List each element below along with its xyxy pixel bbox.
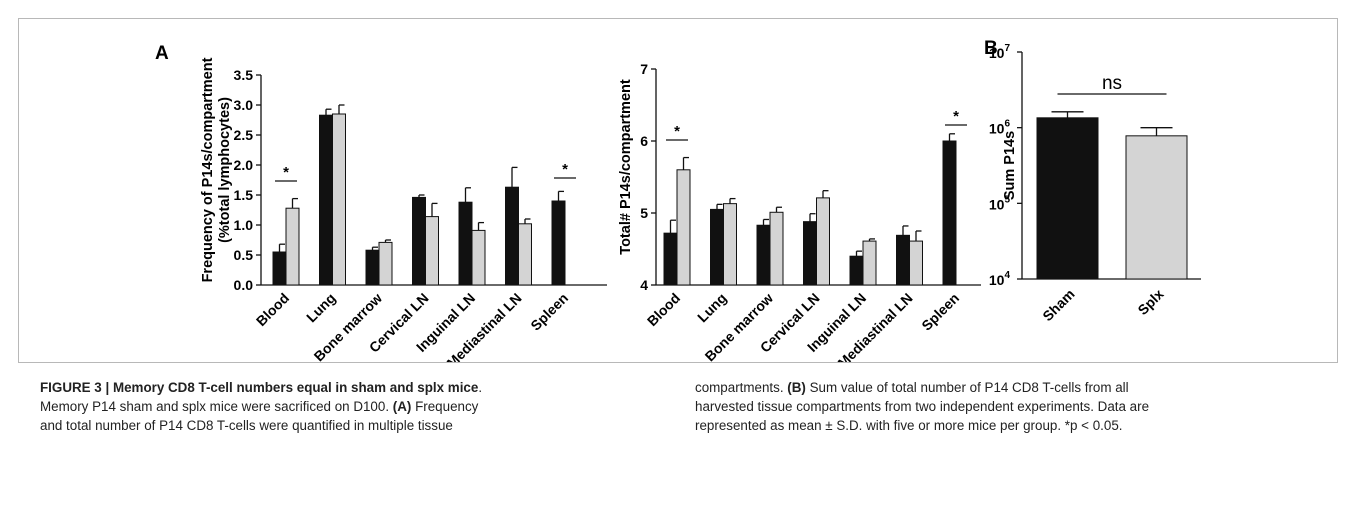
bar-bone-marrow-series-2: [769, 211, 784, 286]
figure-svg: A B 0.0 0.5 1.0 1.5 2.0 2.5 3.0 3.5 Frequency of…: [155, 38, 1201, 371]
tick-exponent: 7: [1004, 43, 1010, 54]
y-tick-label: 5: [640, 205, 648, 221]
tick-base: 10: [989, 121, 1005, 137]
bar-lung-series-2: [332, 113, 346, 286]
y-axis-title: Total# P14s/compartment: [618, 79, 634, 255]
tick-exponent: 4: [1004, 270, 1010, 281]
significance-star: *: [674, 123, 680, 140]
bar-blood-series-2: [285, 207, 300, 286]
caption-text: Sum value of total number of P14 CD8 T-c…: [805, 380, 1129, 395]
caption-panel-ref: (B): [787, 380, 806, 395]
caption-text: compartments.: [695, 380, 788, 395]
bar-blood-series-1: [663, 232, 678, 286]
bar-splx: [1125, 135, 1188, 280]
panel-a-label: A: [155, 43, 169, 64]
bar-blood-series-1: [272, 251, 287, 286]
y-tick-label: 0.0: [234, 277, 254, 293]
caption-right-column: compartments. (B) Sum value of total num…: [695, 378, 1335, 435]
tick-exponent: 6: [1004, 119, 1010, 130]
bar-mediastinal-ln-series-1: [505, 186, 519, 286]
caption-line: Memory P14 sham and splx mice were sacri…: [40, 397, 652, 416]
category-label-splx: Splx: [1134, 286, 1166, 318]
category-label-sham: Sham: [1039, 286, 1077, 324]
bar-bone-marrow-series-2: [378, 241, 393, 286]
category-label-spleen: Spleen: [918, 290, 962, 334]
caption-line: harvested tissue compartments from two i…: [695, 397, 1335, 416]
category-label-lung: Lung: [303, 290, 339, 326]
significance-label: ns: [1102, 73, 1122, 94]
y-tick-label: 7: [640, 61, 648, 77]
y-tick-label: 1.5: [234, 187, 254, 203]
caption-text: and total number of P14 CD8 T-cells were…: [40, 418, 453, 433]
caption-text: harvested tissue compartments from two i…: [695, 399, 1150, 414]
y-tick-label: 105: [989, 194, 1011, 212]
bar-bone-marrow-series-1: [756, 224, 771, 286]
y-tick-label: 3.0: [234, 97, 254, 113]
bar-mediastinal-ln-series-1: [896, 234, 910, 286]
bar-cervical-ln-series-2: [816, 197, 830, 286]
y-tick-label: 3.5: [234, 67, 254, 83]
bar-lung-series-1: [710, 208, 724, 286]
caption-text: Memory P14 sham and splx mice were sacri…: [40, 399, 393, 414]
bar-mediastinal-ln-series-2: [909, 240, 923, 286]
category-label-spleen: Spleen: [527, 290, 571, 334]
caption-text: Frequency: [411, 399, 479, 414]
caption-line: represented as mean ± S.D. with five or …: [695, 416, 1335, 435]
bar-bone-marrow-series-1: [365, 249, 380, 286]
y-tick-label: 2.5: [234, 127, 254, 143]
y-axis-title: Frequency of P14s/compartment: [200, 57, 216, 282]
significance-star: *: [283, 164, 289, 181]
caption-figure-title: FIGURE 3 | Memory CD8 T-cell numbers equ…: [40, 380, 479, 395]
y-tick-label: 104: [989, 270, 1011, 288]
bar-cervical-ln-series-1: [803, 221, 817, 286]
category-label-lung: Lung: [694, 290, 730, 326]
bar-mediastinal-ln-series-2: [518, 223, 532, 286]
bar-spleen-series-1: [942, 140, 957, 286]
y-tick-label: 4: [640, 277, 648, 293]
category-label-blood: Blood: [253, 290, 292, 329]
tick-base: 10: [989, 272, 1005, 288]
bar-inguinal-ln-series-2: [471, 229, 486, 286]
caption-panel-ref: (A): [392, 399, 412, 414]
bar-inguinal-ln-series-2: [862, 240, 877, 286]
bar-inguinal-ln-series-1: [458, 201, 473, 286]
y-tick-label: 1.0: [234, 217, 254, 233]
y-tick-label: 0.5: [234, 247, 254, 263]
caption-text: represented as mean ± S.D. with five or …: [695, 418, 1123, 433]
y-tick-label: 6: [640, 133, 648, 149]
bar-lung-series-2: [723, 203, 737, 286]
figure-frame: A B 0.0 0.5 1.0 1.5 2.0 2.5 3.0 3.5 Frequency of…: [18, 18, 1338, 371]
bar-cervical-ln-series-1: [412, 196, 426, 286]
bar-blood-series-2: [676, 169, 691, 286]
caption-line: compartments. (B) Sum value of total num…: [695, 378, 1335, 397]
frequency-chart: 0.0 0.5 1.0 1.5 2.0 2.5 3.0 3.5 Frequency of P14…: [200, 57, 607, 371]
caption-text: .: [478, 380, 483, 395]
tick-exponent: 5: [1004, 194, 1010, 205]
bar-lung-series-1: [319, 114, 333, 286]
bar-cervical-ln-series-2: [425, 216, 439, 286]
y-axis-title: Sum P14s: [1002, 131, 1018, 200]
y-tick-label: 106: [989, 119, 1011, 137]
category-label-blood: Blood: [644, 290, 683, 329]
tick-base: 10: [989, 45, 1005, 61]
bar-spleen-series-1: [551, 200, 566, 286]
panel-b-label: B: [984, 38, 998, 59]
significance-star: *: [953, 108, 959, 125]
y-tick-label: 107: [989, 43, 1011, 61]
bar-inguinal-ln-series-1: [849, 255, 864, 286]
caption-left-column: FIGURE 3 | Memory CD8 T-cell numbers equ…: [40, 378, 652, 435]
significance-star: *: [562, 161, 568, 178]
tick-base: 10: [989, 196, 1005, 212]
bar-sham: [1036, 117, 1099, 280]
y-axis-title-line2: (%total lymphocytes): [217, 97, 233, 243]
y-tick-label: 2.0: [234, 157, 254, 173]
caption-line: and total number of P14 CD8 T-cells were…: [40, 416, 652, 435]
caption-line: FIGURE 3 | Memory CD8 T-cell numbers equ…: [40, 378, 652, 397]
